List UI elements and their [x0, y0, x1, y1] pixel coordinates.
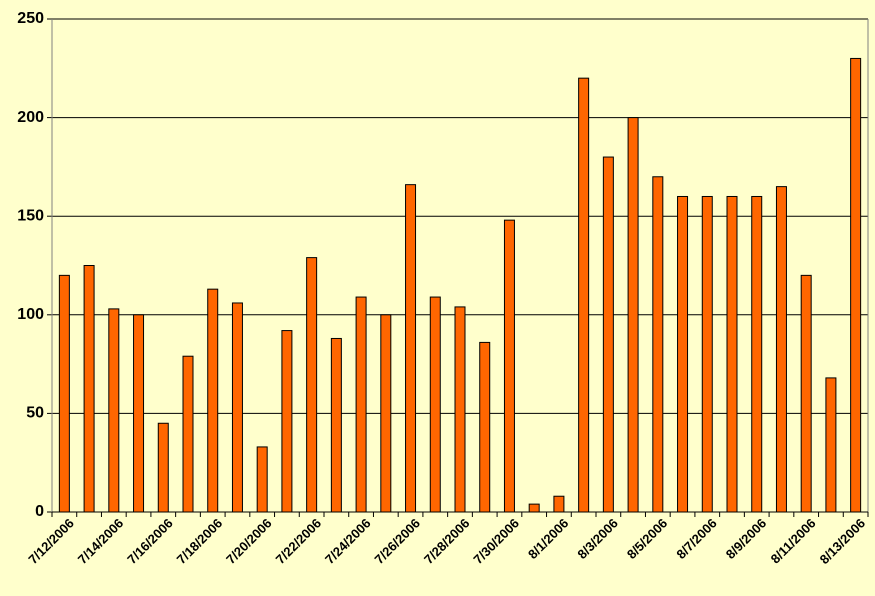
bar	[652, 176, 664, 513]
bar	[553, 495, 565, 513]
bar	[231, 302, 243, 513]
y-tick-label: 50	[26, 405, 44, 422]
bar	[380, 314, 392, 513]
bar	[454, 306, 466, 513]
bar	[503, 219, 515, 513]
bar	[701, 195, 713, 513]
bar	[578, 77, 590, 513]
bar	[281, 330, 293, 513]
bar	[800, 274, 812, 513]
bar	[108, 308, 120, 513]
y-tick-label: 100	[17, 306, 44, 323]
bar	[405, 184, 417, 513]
y-tick-label: 250	[17, 10, 44, 27]
y-tick-label: 200	[17, 109, 44, 126]
bar	[83, 265, 95, 513]
bar	[850, 57, 862, 513]
bar	[528, 503, 540, 513]
bar	[256, 446, 268, 513]
bar	[133, 314, 145, 513]
bar	[207, 288, 219, 513]
bar	[355, 296, 367, 513]
bar	[58, 274, 70, 513]
bar	[602, 156, 614, 513]
bar	[677, 195, 689, 513]
bar	[429, 296, 441, 513]
bar	[182, 355, 194, 513]
bar	[157, 422, 169, 513]
bar	[479, 341, 491, 513]
bar	[627, 117, 639, 513]
bar	[751, 195, 763, 513]
bar	[330, 337, 342, 513]
bar	[775, 186, 787, 513]
bar	[825, 377, 837, 513]
bar	[726, 195, 738, 513]
y-tick-label: 0	[35, 503, 44, 520]
y-tick-label: 150	[17, 207, 44, 224]
bar	[306, 257, 318, 513]
